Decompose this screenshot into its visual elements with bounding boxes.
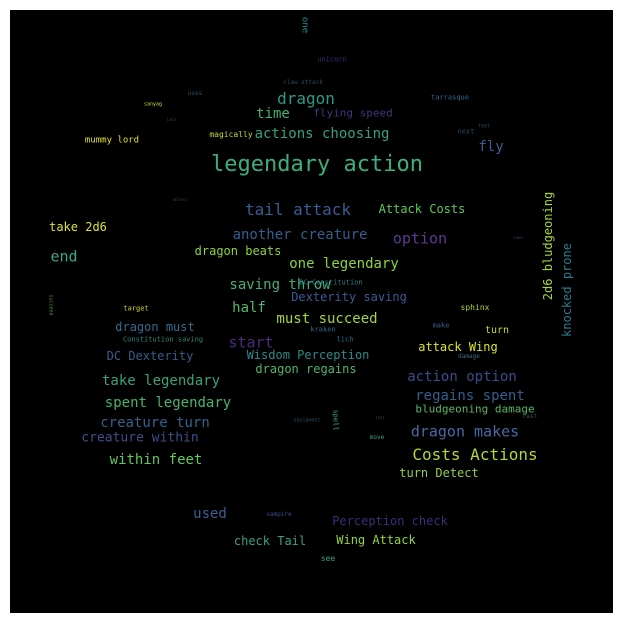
word-turn-detect: turn Detect (399, 466, 479, 480)
word-unless: unless (172, 197, 188, 202)
word-magically: magically (209, 130, 253, 139)
word-dc-constitution: DC Constitution (299, 278, 363, 287)
word-dragon-beats: dragon beats (194, 244, 282, 258)
word-used: used (193, 506, 227, 522)
word-cloud-canvas: legendary action tail attack Costs Actio… (10, 10, 613, 613)
word-must-succeed: must succeed (276, 311, 378, 327)
word-spell: spell (331, 409, 340, 431)
word-cast: cast (522, 413, 538, 420)
word-regains-spent: regains spent (415, 388, 525, 404)
word-attack-wing: attack Wing (418, 340, 498, 354)
word-wing-attack: Wing Attack (336, 533, 416, 547)
word-spent-legendary: spent legendary (104, 395, 232, 411)
word-lich: lich (336, 335, 354, 344)
word-dragon: dragon (277, 89, 335, 108)
word-take-2d6: take 2d6 (49, 220, 107, 234)
word-tail-attack: tail attack (245, 200, 351, 219)
word-knocked-prone: knocked prone (560, 243, 574, 337)
word-kraken: kraken (310, 325, 336, 334)
word-2d6-bludgeoning: 2d6 bludgeoning (541, 191, 555, 301)
word-lair: lair (375, 415, 385, 420)
word-perception-check: Perception check (332, 514, 448, 528)
word-tarrasque: tarrasque (431, 93, 469, 102)
word-save: save (513, 235, 523, 240)
word-action-option: action option (407, 369, 517, 385)
word-costs-actions: Costs Actions (412, 445, 538, 464)
word-flying-speed: flying speed (313, 106, 393, 120)
word-saving-throw: saving throw (229, 277, 331, 293)
word-target: target (123, 304, 149, 313)
word-mummy-lord: mummy lord (84, 135, 140, 146)
word-lair-2: Lair (167, 117, 177, 122)
word-succeed: succeed (47, 294, 54, 316)
word-sphinx: sphinx (460, 303, 490, 312)
word-next: next (457, 127, 475, 136)
word-start: start (228, 333, 274, 352)
word-creature-within: creature within (81, 430, 199, 446)
word-dc-dexterity: DC Dexterity (106, 349, 194, 363)
word-turn: turn (484, 325, 510, 336)
word-dragon-makes: dragon makes (410, 422, 520, 441)
word-another-creature: another creature (232, 227, 368, 243)
word-constitution-saving: Constitution saving (122, 335, 204, 344)
word-creature-turn: creature turn (100, 415, 210, 431)
word-dragon-must: dragon must (115, 320, 195, 334)
word-sanyag: sanyag (143, 101, 163, 108)
word-make: make (432, 321, 450, 330)
word-equipment: equipment (293, 417, 321, 424)
word-unicorn: unicorn (317, 55, 347, 64)
word-one-legendary: one legendary (289, 256, 399, 272)
word-wisdom-perception: Wisdom Perception (246, 348, 370, 362)
word-one: one (299, 16, 310, 34)
word-half: half (232, 300, 266, 316)
word-see: see (320, 554, 336, 563)
word-feet: feet (477, 123, 491, 130)
word-take-legendary: take legendary (101, 373, 221, 389)
word-move: move (369, 434, 385, 441)
word-claw-attack: claw attack (283, 79, 323, 86)
word-dragon-regains: dragon regains (255, 362, 357, 376)
word-time: time (256, 106, 290, 122)
word-bludgeoning-damage: bludgeoning damage (415, 402, 535, 416)
word-vampire: vampire (266, 511, 292, 518)
word-attack-costs: Attack Costs (378, 202, 466, 216)
word-dexterity-saving: Dexterity saving (291, 290, 407, 304)
word-damage: damage (458, 353, 480, 360)
word-uses: uses (187, 90, 203, 97)
word-check-tail: check Tail (233, 534, 307, 548)
word-option: option (392, 229, 448, 248)
word-actions-choosing: actions choosing (254, 126, 390, 142)
word-end: end (50, 247, 78, 266)
word-legendary-action: legendary action (211, 152, 423, 177)
word-fly: fly (478, 139, 504, 155)
word-within-feet: within feet (109, 452, 203, 468)
